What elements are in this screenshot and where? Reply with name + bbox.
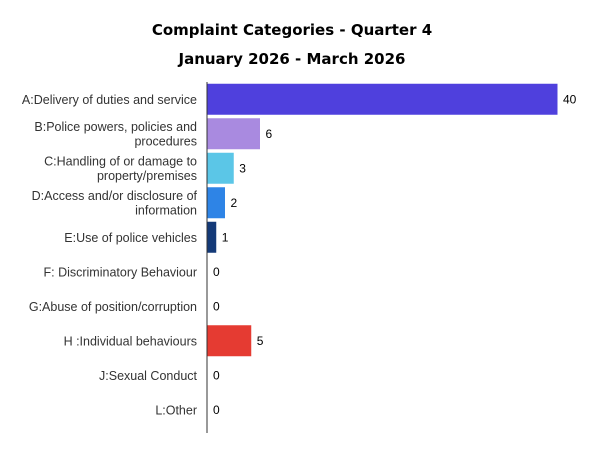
value-labels-group: 40 6 3 2 1 0 0 5 0 0 xyxy=(213,92,577,417)
value-label: 5 xyxy=(257,334,264,348)
bar xyxy=(207,118,260,150)
category-label: B:Police powers, policies and procedures xyxy=(34,120,197,149)
category-label: E:Use of police vehicles xyxy=(64,231,197,245)
value-label: 40 xyxy=(563,92,577,106)
chart-title: Complaint Categories - Quarter 4 xyxy=(152,21,432,39)
value-label: 3 xyxy=(239,161,246,175)
category-label: C:Handling of or damage to property/premi… xyxy=(44,155,197,184)
chart-subtitle: January 2026 - March 2026 xyxy=(178,50,406,68)
category-label: A:Delivery of duties and service xyxy=(22,93,197,107)
category-label: H :Individual behaviours xyxy=(64,334,197,348)
bar xyxy=(207,221,217,253)
bar xyxy=(207,152,234,184)
value-label: 0 xyxy=(213,265,220,279)
category-label: J:Sexual Conduct xyxy=(99,369,198,383)
category-labels-group: A:Delivery of duties and service B:Police… xyxy=(22,93,198,418)
category-label: F: Discriminatory Behaviour xyxy=(43,265,197,279)
category-label: L:Other xyxy=(155,403,197,417)
bar xyxy=(207,83,558,115)
category-label: G:Abuse of position/corruption xyxy=(29,300,197,314)
bars-group xyxy=(207,83,558,357)
value-label: 1 xyxy=(222,230,229,244)
value-label: 0 xyxy=(213,368,220,382)
bar xyxy=(207,187,225,219)
value-label: 6 xyxy=(266,127,273,141)
bar xyxy=(207,325,252,357)
value-label: 0 xyxy=(213,299,220,313)
value-label: 2 xyxy=(231,196,238,210)
category-label: D:Access and/or disclosure of information xyxy=(32,189,198,218)
value-label: 0 xyxy=(213,403,220,417)
